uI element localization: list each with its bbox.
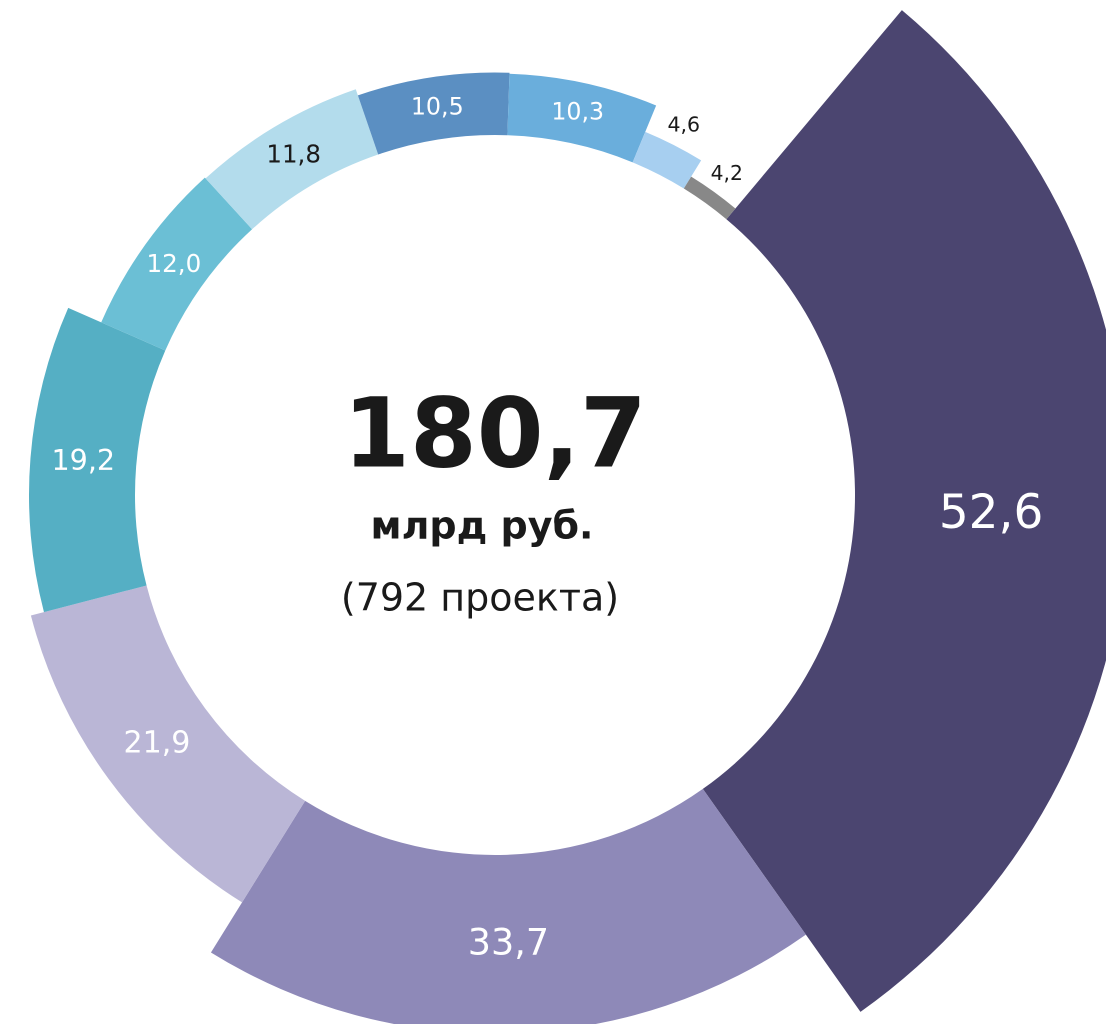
value-label: 52,6	[939, 485, 1043, 540]
center-unit: млрд руб.	[371, 504, 594, 548]
segment	[210, 788, 806, 1024]
value-label: 12,0	[147, 249, 202, 278]
value-label: 33,7	[468, 921, 549, 964]
segment	[702, 10, 1106, 1012]
value-label: 19,2	[52, 443, 116, 477]
segment	[507, 73, 657, 163]
value-label: 11,8	[266, 140, 321, 169]
segment	[101, 177, 253, 351]
value-label: 4,6	[667, 112, 700, 136]
value-label: 21,9	[124, 725, 191, 760]
segment	[683, 176, 736, 220]
segment	[28, 307, 166, 613]
value-label: 10,5	[411, 93, 464, 121]
segment	[205, 89, 379, 230]
value-label: 4,2	[711, 161, 743, 185]
segment	[357, 72, 510, 155]
center-total: 180,7	[343, 377, 647, 489]
segment	[632, 131, 702, 189]
center-note: (792 проекта)	[341, 576, 619, 620]
value-label: 10,3	[551, 98, 604, 126]
segment	[30, 585, 306, 903]
